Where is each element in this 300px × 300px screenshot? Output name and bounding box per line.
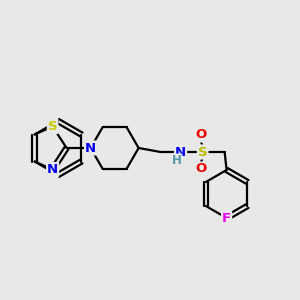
Text: N: N [175,146,186,158]
Text: S: S [48,120,57,133]
Text: S: S [198,146,207,158]
Text: F: F [222,212,231,224]
Text: O: O [195,128,206,142]
Text: N: N [47,163,58,176]
Text: O: O [195,163,206,176]
Text: N: N [85,142,96,154]
Text: H: H [172,154,182,167]
